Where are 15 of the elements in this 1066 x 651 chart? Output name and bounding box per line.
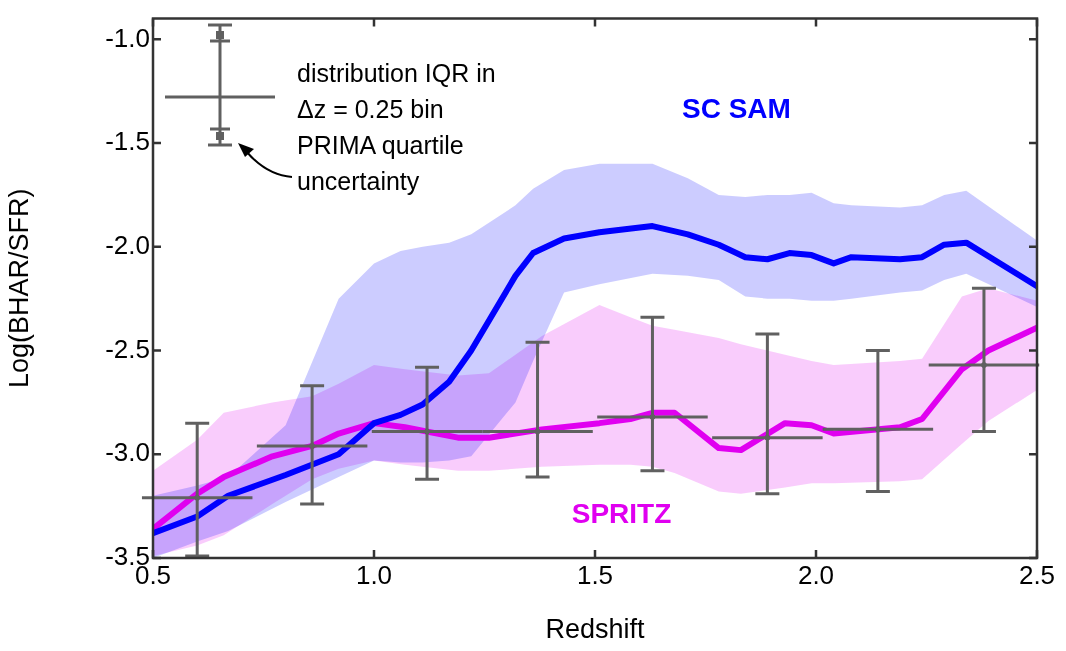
- x-axis-title: Redshift: [545, 614, 646, 645]
- y-tick-label: -1.0: [105, 22, 150, 53]
- text: SC SAM: [681, 93, 791, 125]
- text: SPRITZ: [571, 497, 672, 529]
- x-tick-label: 2.5: [1018, 559, 1056, 590]
- annotation: PRIMA quartile uncertainty: [297, 130, 465, 197]
- y-tick-label: -1.5: [105, 126, 150, 157]
- y-axis-title: Log(BHAR/SFR): [3, 188, 34, 389]
- y-tick-label: -3.0: [105, 437, 150, 468]
- annotation: distribution IQR in Δz = 0.25 bin: [297, 58, 497, 125]
- x-tick-label: 2.0: [797, 559, 835, 590]
- y-tick-label: -2.0: [105, 229, 150, 260]
- x-tick-label: 1.5: [576, 559, 614, 590]
- x-tick-label: 1.0: [355, 559, 393, 590]
- y-tick-label: -2.5: [105, 333, 150, 364]
